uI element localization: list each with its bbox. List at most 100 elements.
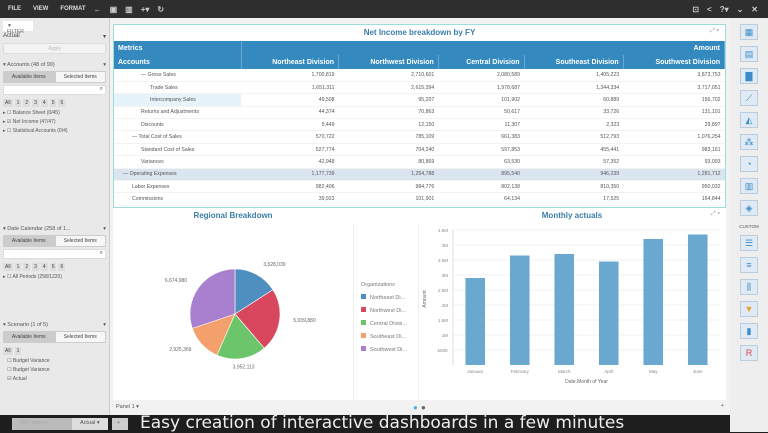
expand-icon[interactable]: ⤢ ▾ (710, 28, 719, 34)
selected-items-tab[interactable]: Selected Items (54, 331, 106, 343)
close-icon[interactable]: ✕ (751, 4, 758, 14)
page-dot[interactable]: ● (421, 403, 426, 412)
bar[interactable] (465, 278, 486, 365)
table-row[interactable]: Trade Sales 1,651,311 2,615,394 1,978,687 1,… (114, 81, 725, 95)
present-icon[interactable]: ⊡ (692, 4, 700, 14)
scatter-widget-icon[interactable]: ⁂ (740, 134, 758, 150)
search-input[interactable]: ⌕ (3, 249, 106, 259)
level-button[interactable]: 6 (58, 99, 66, 107)
legend-item[interactable]: Northwest Di... (361, 307, 407, 314)
level-button[interactable]: 1 (14, 99, 22, 107)
pie-slice[interactable] (234, 268, 274, 315)
column-header[interactable]: Northwest Division (338, 55, 439, 69)
bar-chart-widget-icon[interactable]: ▇ (740, 68, 758, 84)
table-row[interactable]: Returns and Adjustments 44,374 70,863 50,61… (114, 106, 725, 120)
table-row[interactable]: Discounts 5,449 12,150 11,307 2,323 29,897 (114, 118, 725, 132)
accounts-header[interactable]: Accounts (114, 55, 242, 69)
row-label[interactable]: Intercompany Sales (114, 93, 241, 107)
apply-button[interactable]: Apply (3, 43, 106, 54)
sheet-tab-actual[interactable]: Actual ▾ (72, 418, 108, 430)
column-header[interactable]: Southeast Division (524, 55, 624, 69)
help-icon[interactable]: ?▾ (719, 4, 729, 14)
available-items-tab[interactable]: Available Items (3, 331, 55, 343)
menu-file[interactable]: FILE (8, 6, 21, 12)
table-row[interactable]: — Gross Sales 1,700,819 2,710,601 2,080,589… (114, 69, 725, 82)
bar[interactable] (598, 261, 619, 366)
search-input[interactable]: ⌕ (3, 85, 106, 95)
checkbox[interactable]: ☐ (6, 128, 12, 134)
expand-icon[interactable]: ⤢ ▾ (711, 211, 720, 217)
checkbox[interactable]: ☐ (6, 110, 12, 116)
funnel-widget-icon[interactable]: ▼ (740, 301, 758, 317)
tree-item[interactable]: ☐ Budget Variance (7, 358, 50, 364)
level-button[interactable]: 3 (32, 263, 39, 271)
sheet-tab-net-income[interactable]: Net Income (12, 418, 72, 430)
available-items-tab[interactable]: Available Items (3, 235, 55, 247)
pie-slice[interactable] (216, 313, 265, 360)
level-button[interactable]: 1 (14, 263, 22, 271)
chart-icon[interactable]: ▥ (125, 4, 133, 14)
pie-widget-icon[interactable]: ◔ (740, 156, 758, 172)
pie-slice[interactable] (234, 289, 281, 349)
row-label[interactable]: Variances (114, 155, 241, 169)
pie-slice[interactable] (189, 268, 236, 329)
level-button[interactable]: 5 (49, 99, 57, 107)
level-button[interactable]: All (3, 263, 13, 271)
add-panel-icon[interactable]: + (720, 403, 724, 409)
selected-items-tab[interactable]: Selected Items (54, 235, 106, 247)
scenario-select[interactable]: Actual ▾ (3, 33, 106, 40)
available-items-tab[interactable]: Available Items (3, 71, 55, 83)
page-dot-active[interactable]: ● (413, 403, 418, 412)
table-row[interactable]: Intercompany Sales 49,508 95,207 101,902 60,… (114, 93, 725, 107)
area-chart-widget-icon[interactable]: ◭ (740, 112, 758, 128)
table-row[interactable]: Commissions 39,923 101,901 64,134 17,525 164,… (114, 192, 725, 206)
legend-item[interactable]: Southeast Di... (361, 333, 407, 340)
checkbox[interactable]: ☐ (6, 274, 12, 280)
column-header[interactable]: Central Division (438, 55, 525, 69)
level-button[interactable]: 6 (58, 263, 66, 271)
table-row[interactable]: Labor Expenses 982,406 984,776 802,138 810,3… (114, 180, 725, 194)
row-label[interactable]: — Operating Expenses (114, 168, 241, 182)
column-header[interactable]: Northeast Division (241, 55, 340, 69)
menu-view[interactable]: VIEW (33, 6, 49, 12)
level-button[interactable]: All (3, 347, 13, 355)
row-label[interactable]: — Gross Sales (114, 69, 241, 82)
map-widget-icon[interactable]: ◈ (740, 200, 758, 216)
checkbox[interactable]: ☑ (6, 119, 12, 125)
line-chart-widget-icon[interactable]: ⟋ (740, 90, 758, 106)
tree-item[interactable]: ▸ ☐ Statistical Accounts (0/4) (3, 128, 68, 134)
table-widget-icon[interactable]: ▦ (740, 24, 758, 40)
bar[interactable] (687, 234, 708, 366)
legend-item[interactable]: Northeast Di... (361, 294, 407, 301)
level-button[interactable]: 2 (23, 99, 31, 107)
selected-items-tab[interactable]: Selected Items (54, 71, 106, 83)
tree-item[interactable]: ☑ Actual (7, 376, 27, 382)
level-button[interactable]: 4 (40, 263, 48, 271)
refresh-icon[interactable]: ↻ (157, 4, 165, 14)
add-icon[interactable]: +▾ (140, 4, 150, 14)
level-button[interactable]: All (3, 99, 13, 107)
gauge-widget-icon[interactable]: ≡ (740, 257, 758, 273)
row-label[interactable]: Discounts (114, 118, 241, 132)
section-header[interactable]: ▾ Scenario (1 of 5) ▾ (3, 322, 106, 328)
row-label[interactable]: — Total Cost of Sales (114, 130, 241, 144)
checkbox[interactable]: ☐ (7, 358, 12, 364)
filter-tab[interactable]: ▼ FILTER (3, 21, 33, 35)
bar[interactable] (554, 254, 575, 365)
table-row[interactable]: — Operating Expenses 1,177,739 1,254,788 89… (114, 168, 725, 182)
panel-selector[interactable]: Panel 1 ▾ (116, 404, 139, 410)
tree-item[interactable]: ▸ ☑ Net Income (47/47) (3, 119, 56, 125)
pivot-widget-icon[interactable]: ▤ (740, 46, 758, 62)
menu-format[interactable]: FORMAT (60, 6, 86, 12)
combo-chart-widget-icon[interactable]: ▥ (740, 178, 758, 194)
table-row[interactable]: Standard Cost of Sales 527,774 704,240 597,… (114, 143, 725, 157)
tree-item[interactable]: ▸ ☐ Balance Sheet (0/45) (3, 110, 60, 116)
row-label[interactable]: Returns and Adjustments (114, 106, 241, 120)
tree-item[interactable]: ▸ ☐ All Periods (258/1220) (3, 274, 62, 280)
tree-item[interactable]: ☐ Budget Variance (7, 367, 50, 373)
row-label[interactable]: Trade Sales (114, 81, 241, 95)
share-icon[interactable]: < (707, 4, 712, 14)
level-button[interactable]: 5 (49, 263, 57, 271)
table-row[interactable]: Variances 42,948 80,869 63,530 57,352 93,093 (114, 155, 725, 169)
bar[interactable] (643, 239, 664, 365)
